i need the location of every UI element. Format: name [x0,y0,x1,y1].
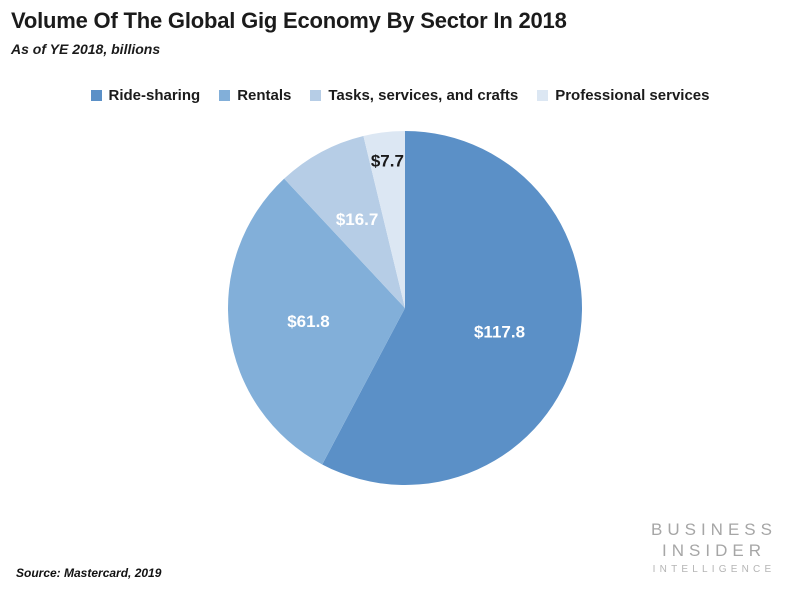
logo-line-intelligence: INTELLIGENCE [652,564,776,575]
source-note: Source: Mastercard, 2019 [16,566,162,580]
chart-subtitle: As of YE 2018, billions [11,41,161,57]
slice-value-label-rentals: $61.8 [287,312,330,331]
legend-swatch-icon [537,90,549,101]
legend-item-rentals: Rentals [219,87,291,104]
page-title: Volume Of The Global Gig Economy By Sect… [11,8,567,33]
pie-slice-rentals [227,178,405,465]
legend-swatch-icon [219,90,231,101]
legend-label: Rentals [237,87,292,104]
slice-value-label-professional-services: $7.7 [371,151,404,170]
legend-label: Ride-sharing [108,87,201,104]
legend-swatch-icon [310,90,322,101]
logo-line-business: BUSINESS [651,520,777,539]
pie-slice-ride-sharing [322,131,582,485]
pie-slice-professional-services [363,131,405,308]
legend-item-ride-sharing: Ride-sharing [90,87,201,104]
legend-label: Tasks, services, and crafts [328,87,519,104]
legend-item-professional-services: Professional services [537,87,709,104]
slice-value-label-ride-sharing: $117.8 [474,323,525,342]
pie-slice-tasks-services-and-crafts [284,135,405,308]
slice-value-label-tasks-services-and-crafts: $16.7 [336,210,379,229]
brand-logo: BUSINESS INSIDER INTELLIGENCE [638,519,790,577]
legend-label: Professional services [555,87,710,104]
legend-item-tasks-services-and-crafts: Tasks, services, and crafts [310,87,518,104]
logo-line-insider: INSIDER [662,541,766,560]
legend-swatch-icon [90,90,102,101]
legend: Ride-sharing Rentals Tasks, services, and … [0,87,800,104]
